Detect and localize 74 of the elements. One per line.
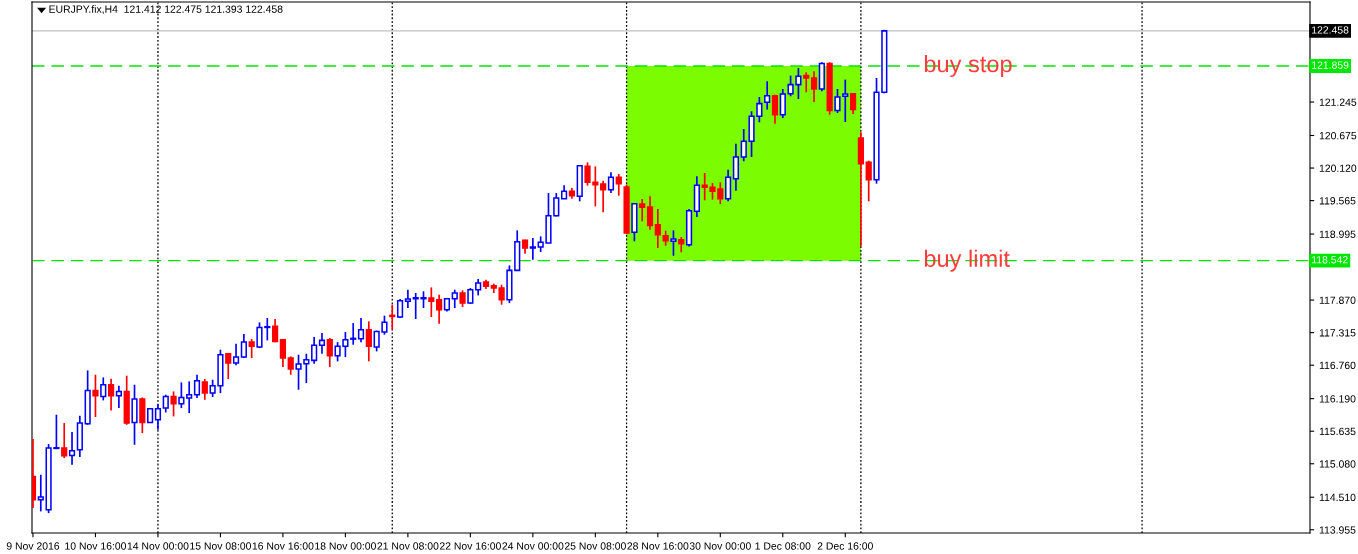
candlestick (232, 342, 240, 367)
x-tick-label: 30 Nov 00:00 (689, 542, 751, 550)
candlestick (451, 288, 458, 309)
candlestick (639, 198, 646, 223)
x-tick-label: 10 Nov 16:00 (65, 542, 127, 550)
candlestick (287, 355, 294, 376)
x-tick-label: 14 Nov 00:00 (127, 542, 189, 550)
candlestick (131, 383, 138, 446)
x-tick-label: 28 Nov 16:00 (627, 542, 689, 550)
candlestick (154, 403, 162, 431)
candlestick (607, 171, 615, 194)
x-tick-label: 1 Dec 08:00 (755, 542, 811, 550)
x-tick-label: 2 Dec 16:00 (817, 542, 873, 550)
y-tick-label: 117.315 (1319, 329, 1356, 337)
candlestick (311, 336, 318, 365)
candlestick (100, 376, 107, 402)
candlestick (803, 71, 810, 94)
y-tick-label: 116.190 (1319, 395, 1356, 403)
candlestick (646, 195, 654, 231)
ref-line-label: 122.458 (1312, 26, 1349, 34)
candlestick (201, 378, 208, 401)
candlestick (389, 303, 396, 331)
candlestick (279, 338, 287, 368)
candlestick (865, 159, 872, 203)
y-tick-label: 114.510 (1319, 493, 1356, 502)
candlestick (139, 396, 146, 434)
candlestick (428, 286, 435, 318)
candlestick (404, 288, 411, 309)
candlestick (436, 293, 443, 325)
candlestick (186, 380, 193, 414)
candlestick (654, 208, 661, 249)
candlestick (92, 373, 99, 418)
chart-title: EURJPY.fix,H4 121.412 122.475 121.393 122.458 (49, 5, 283, 15)
y-tick-label: 117.870 (1319, 296, 1356, 304)
ref-line-label: 118.542 (1312, 256, 1348, 264)
x-tick-label: 24 Nov 00:00 (502, 542, 564, 550)
y-tick-label: 116.760 (1319, 361, 1356, 370)
candlestick (498, 283, 505, 306)
candlestick (170, 390, 177, 418)
y-tick-label: 120.675 (1319, 131, 1357, 140)
y-tick-label: 119.565 (1319, 197, 1356, 205)
x-tick-label: 25 Nov 08:00 (564, 542, 626, 550)
y-tick-label: 120.120 (1319, 164, 1357, 172)
x-tick-label: 21 Nov 08:00 (377, 542, 439, 550)
candlestick (732, 142, 740, 192)
y-tick-label: 118.995 (1319, 230, 1356, 238)
candlestick (61, 422, 68, 459)
candlestick (248, 338, 255, 359)
candlestick (365, 320, 372, 363)
candlestick (326, 337, 333, 368)
candlestick (318, 332, 326, 355)
candlestick (357, 317, 365, 344)
candlestick (764, 80, 771, 111)
y-tick-label: 121.245 (1319, 98, 1357, 106)
candlestick (178, 381, 185, 409)
candlestick (670, 229, 677, 257)
x-tick-label: 22 Nov 16:00 (439, 542, 501, 550)
candlestick (600, 179, 607, 214)
y-tick-label: 113.955 (1319, 526, 1356, 534)
candlestick (193, 373, 201, 399)
x-tick-label: 18 Nov 00:00 (315, 542, 376, 550)
candlestick (68, 431, 76, 466)
x-tick-label: 9 Nov 2016 (6, 542, 60, 550)
x-tick-label: 16 Nov 16:00 (252, 542, 314, 550)
candlestick (225, 352, 232, 380)
candlestick (810, 70, 818, 103)
candlestick (529, 237, 536, 261)
candlestick (771, 93, 779, 125)
y-tick-label: 115.635 (1319, 427, 1356, 436)
y-tick-label: 115.080 (1319, 460, 1356, 468)
ref-line-label: 121.859 (1312, 61, 1349, 69)
x-tick-label: 15 Nov 08:00 (190, 542, 252, 550)
candlestick (107, 377, 115, 412)
candlestick (725, 168, 732, 203)
